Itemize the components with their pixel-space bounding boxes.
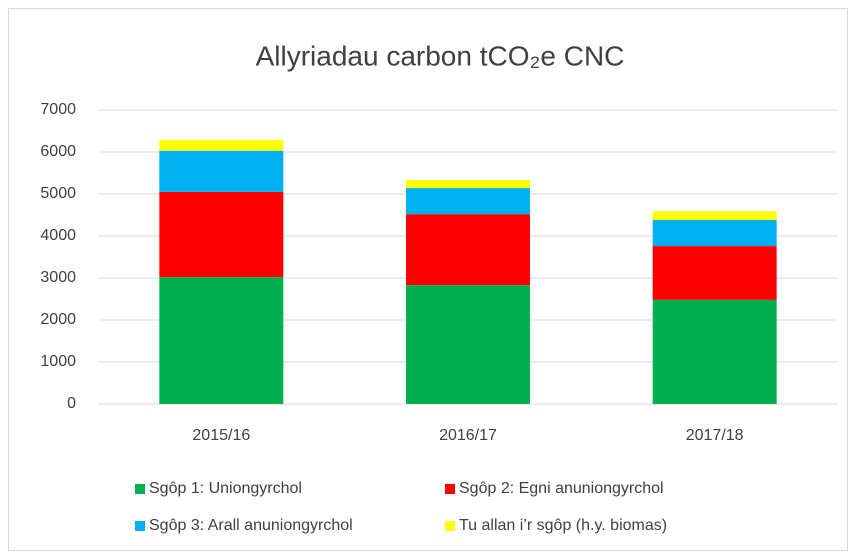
bar-segment bbox=[406, 285, 530, 404]
legend-label: Sgôp 2: Egni anuniongyrchol bbox=[459, 480, 664, 497]
bar-segment bbox=[406, 214, 530, 286]
legend-swatch bbox=[135, 484, 145, 494]
legend-swatch bbox=[445, 484, 455, 494]
bar-segment bbox=[159, 139, 284, 151]
bar-segment bbox=[406, 180, 530, 189]
bar-segment bbox=[159, 191, 284, 278]
bar-segment bbox=[652, 211, 777, 221]
legend-label: Sgôp 1: Uniongyrchol bbox=[149, 480, 302, 497]
y-tick-label: 2000 bbox=[40, 311, 76, 328]
bar-segment bbox=[652, 246, 777, 300]
y-tick-label: 7000 bbox=[40, 101, 76, 118]
legend-label: Sgôp 3: Arall anuniongyrchol bbox=[149, 517, 353, 534]
x-tick-label: 2017/18 bbox=[686, 427, 744, 444]
y-tick-label: 0 bbox=[67, 395, 76, 412]
legend-label: Tu allan i’r sgôp (h.y. biomas) bbox=[459, 517, 667, 534]
chart-title: Allyriadau carbon tCO₂e CNC bbox=[256, 40, 625, 71]
y-tick-label: 3000 bbox=[40, 269, 76, 286]
bar-segment bbox=[406, 188, 530, 215]
y-tick-label: 1000 bbox=[40, 353, 76, 370]
bar-segment bbox=[652, 220, 777, 247]
y-tick-label: 5000 bbox=[40, 185, 76, 202]
y-tick-label: 4000 bbox=[40, 227, 76, 244]
bar-segment bbox=[159, 277, 284, 404]
x-tick-label: 2015/16 bbox=[192, 427, 250, 444]
x-tick-label: 2016/17 bbox=[439, 427, 497, 444]
legend-swatch bbox=[445, 521, 455, 531]
bar-segment bbox=[159, 150, 284, 192]
legend-swatch bbox=[135, 521, 145, 531]
y-tick-label: 6000 bbox=[40, 143, 76, 160]
bar-segment bbox=[652, 299, 777, 404]
